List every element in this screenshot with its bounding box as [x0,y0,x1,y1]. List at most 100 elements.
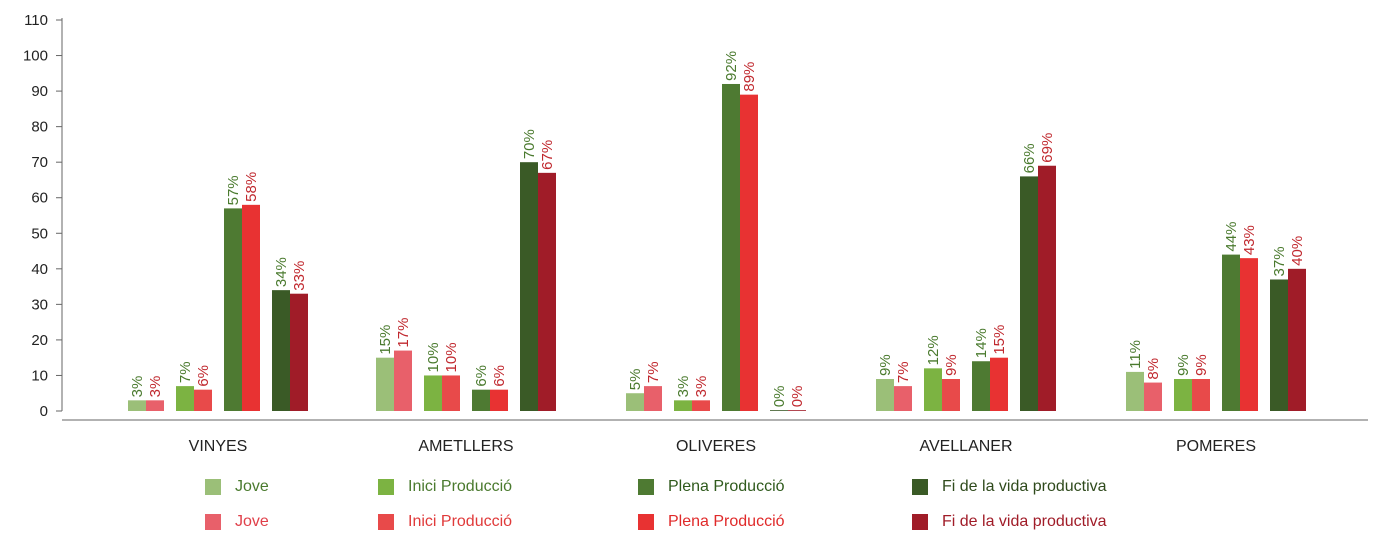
data-label: 43% [1241,225,1258,255]
bar [1192,379,1210,411]
bar [1240,258,1258,411]
bars [128,83,1306,412]
data-label: 7% [895,361,912,383]
y-tick-label: 20 [31,332,48,349]
bar [1038,165,1056,411]
y-tick-label: 100 [23,48,48,65]
bar [990,357,1008,411]
bar [1288,268,1306,411]
data-label: 66% [1021,143,1038,173]
data-label: 3% [675,376,692,398]
y-tick-label: 60 [31,190,48,207]
data-label: 69% [1039,133,1056,163]
data-label: 9% [943,354,960,376]
y-tick-label: 80 [31,119,48,136]
bar [894,386,912,411]
data-label: 10% [425,342,442,372]
data-label: 3% [147,376,164,398]
y-tick-label: 110 [24,12,48,29]
data-label: 34% [273,257,290,287]
bar [376,357,394,411]
bar [272,290,290,411]
data-label: 5% [627,369,644,391]
data-label: 89% [741,62,758,92]
data-label: 9% [877,354,894,376]
data-label: 7% [645,361,662,383]
x-category-label: AMETLLERS [418,438,513,455]
data-label: 9% [1193,354,1210,376]
bar [224,208,242,411]
data-label: 58% [243,172,260,202]
bar [176,386,194,411]
bar [692,400,710,411]
x-category-label: AVELLANER [919,438,1012,455]
data-label: 3% [693,376,710,398]
y-tick-label: 90 [31,83,48,100]
data-label: 6% [473,365,490,387]
data-label: 70% [521,129,538,159]
bar [674,400,692,411]
y-axis: 0 10 20 30 40 50 60 70 80 90 100 110 [23,12,63,420]
bar [770,410,788,411]
y-tick-label: 50 [31,225,48,242]
y-tick-label: 0 [40,403,48,420]
data-label: 11% [1127,340,1144,369]
bar [1270,279,1288,411]
bar [722,83,740,412]
bar [740,94,758,412]
bar [290,293,308,411]
data-label: 67% [539,140,556,170]
bar [128,400,146,411]
data-label: 6% [491,365,508,387]
data-label: 40% [1289,236,1306,266]
bar [876,379,894,411]
data-label: 92% [723,51,740,81]
bar [520,162,538,411]
data-label: 10% [443,342,460,372]
data-label: 9% [1175,354,1192,376]
bar [242,204,260,411]
data-label: 33% [291,261,308,291]
bar [644,386,662,411]
data-label: 3% [129,376,146,398]
data-label: 15% [377,325,394,355]
bar [626,393,644,411]
x-category-label: VINYES [189,438,248,455]
bar [942,379,960,411]
data-label: 14% [973,328,990,358]
bar [972,361,990,411]
y-tick-label: 40 [31,261,48,278]
data-label: 7% [177,361,194,383]
bar [194,389,212,411]
x-category-label: POMERES [1176,438,1256,455]
bar [472,389,490,411]
bar [1020,176,1038,411]
data-label: 15% [991,325,1008,355]
bar [924,368,942,411]
y-tick-label: 10 [31,367,48,384]
bar [424,375,442,411]
data-label: 37% [1271,246,1288,276]
data-label: 12% [925,335,942,365]
data-label: 8% [1145,358,1162,380]
data-label: 57% [225,175,242,205]
data-label: 17% [395,318,412,348]
bar [538,172,556,411]
bar [490,389,508,411]
bar [1144,382,1162,411]
bar [1174,379,1192,411]
bar [1222,254,1240,411]
data-label: 0% [789,386,806,408]
bar [1126,371,1144,411]
data-label: 0% [771,386,788,408]
bar [394,350,412,411]
y-tick-label: 30 [31,296,48,313]
x-axis: VINYES AMETLLERS OLIVERES AVELLANER POMERES [62,419,1368,455]
bar [146,400,164,411]
y-tick-label: 70 [31,154,48,171]
data-labels: 3% 3%7% 6%57% 58%34% 33%15% 17%10% 10%6% 6%70% 6… [129,51,1306,407]
data-label: 44% [1223,222,1240,252]
data-label: 6% [195,365,212,387]
bar [788,410,806,411]
